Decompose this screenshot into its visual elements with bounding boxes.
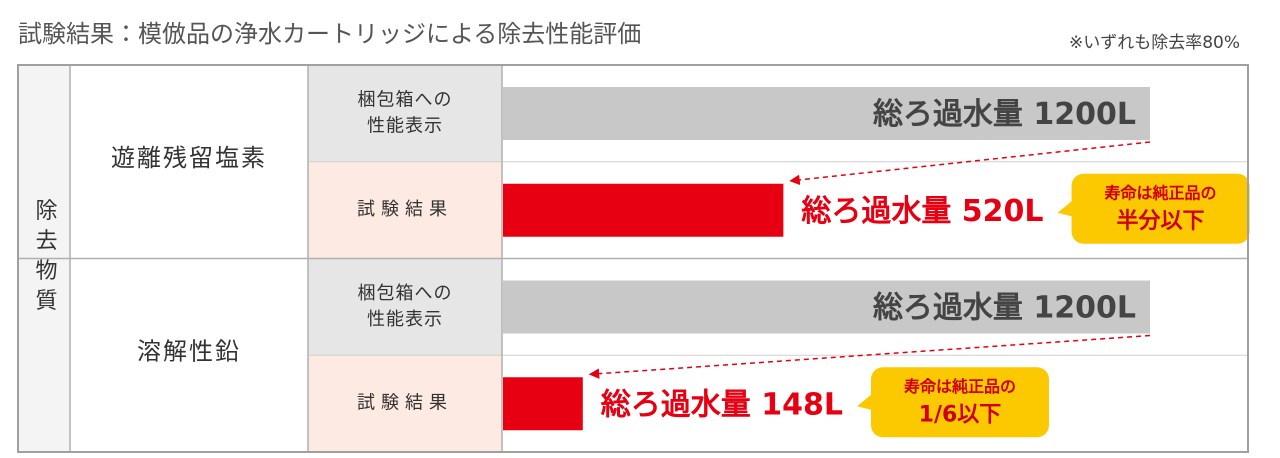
bar [503, 280, 1150, 334]
label-cell [308, 65, 502, 162]
callout-tail [1057, 199, 1074, 217]
callout-text: 寿命は純正品の [1105, 183, 1217, 202]
bar [503, 183, 784, 237]
row-label: 梱包箱への [358, 283, 453, 304]
callout [870, 367, 1049, 438]
row-label: 梱包箱への [358, 89, 453, 110]
value-label: 総ろ過水量 1200L [873, 291, 1136, 326]
bar [503, 87, 1150, 140]
value-label: 総ろ過水量 520L [801, 194, 1043, 229]
note: ※いずれも除去率80% [1069, 33, 1240, 53]
bar [503, 377, 583, 431]
callout-text: 1/6以下 [919, 402, 1002, 427]
value-label: 総ろ過水量 1200L [873, 97, 1136, 132]
label-cell [308, 258, 502, 356]
row-label: 性能表示 [367, 309, 443, 330]
substance-name: 溶解性鉛 [137, 337, 241, 365]
row-label: 試験結果 [357, 393, 453, 414]
callout-tail [856, 393, 873, 411]
table-frame [17, 64, 1249, 453]
row-label: 試験結果 [357, 199, 453, 220]
label-cell [308, 355, 502, 452]
dashed-arrow [588, 334, 1151, 379]
value-label: 総ろ過水量 148L [601, 387, 843, 422]
dashed-arrow [789, 141, 1151, 186]
substance-name: 遊離残留塩素 [111, 144, 267, 172]
label-cell [308, 161, 502, 259]
callout [1071, 173, 1250, 244]
callout-text: 半分以下 [1117, 209, 1205, 234]
title: 試験結果：模倣品の浄水カートリッジによる除去性能評価 [18, 20, 641, 48]
callout-text: 寿命は純正品の [904, 377, 1016, 396]
row-label: 性能表示 [367, 115, 443, 136]
